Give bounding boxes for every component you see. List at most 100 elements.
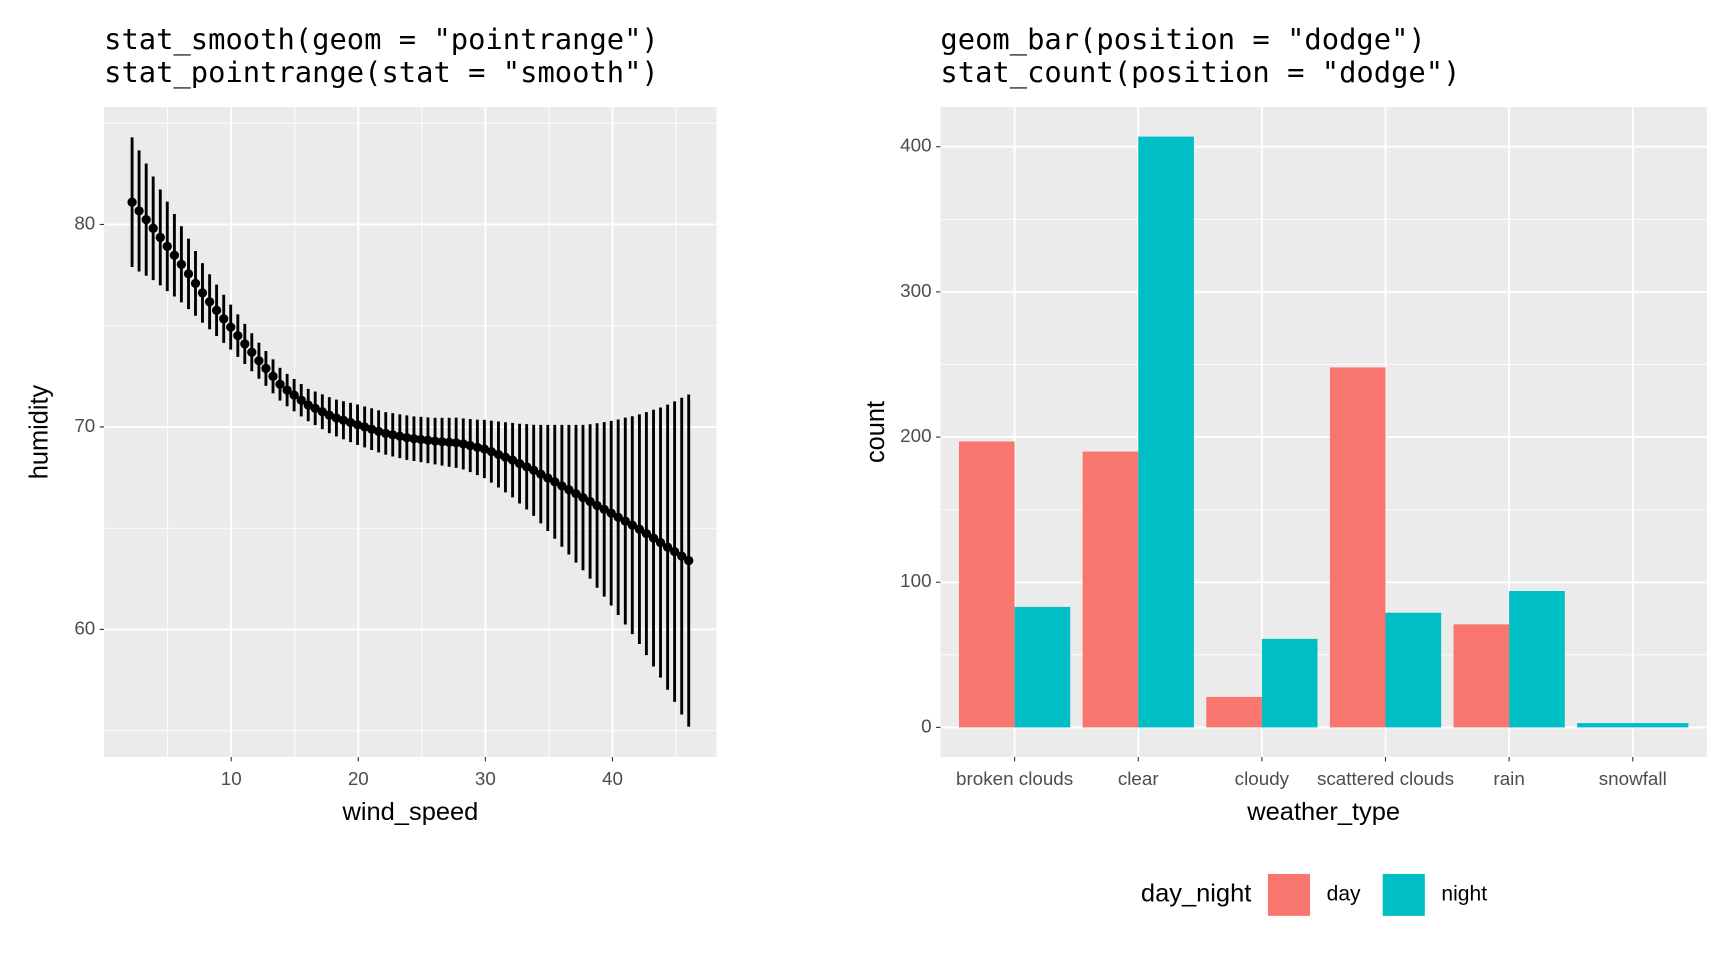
bar <box>1138 136 1194 728</box>
point <box>662 542 673 552</box>
x-tick-label: rain <box>1493 768 1524 789</box>
y-tick-label: 80 <box>74 212 95 233</box>
point <box>331 413 342 423</box>
point <box>507 455 518 465</box>
point <box>514 458 525 469</box>
point <box>352 420 363 430</box>
point <box>458 439 468 449</box>
x-axis-label: weather_type <box>1246 798 1400 826</box>
y-tick-label: 200 <box>900 425 931 446</box>
point <box>359 422 370 432</box>
point <box>634 524 645 534</box>
point <box>627 520 637 530</box>
point <box>543 473 553 483</box>
bar <box>1385 612 1442 728</box>
point <box>409 434 419 444</box>
y-tick-label: 70 <box>74 415 95 436</box>
point <box>684 555 694 566</box>
point <box>296 395 306 405</box>
bar <box>1453 624 1510 728</box>
bar <box>958 441 1015 728</box>
x-tick-label: 20 <box>348 768 369 789</box>
point <box>599 504 609 514</box>
legend-key <box>1382 873 1425 916</box>
point <box>550 477 560 487</box>
y-tick-label: 60 <box>74 617 95 638</box>
point <box>268 371 278 381</box>
point <box>571 489 581 499</box>
point <box>204 297 215 307</box>
point <box>465 440 475 451</box>
point <box>324 410 334 420</box>
point <box>176 259 187 269</box>
chart-title: stat_pointrange(stat = "smooth") <box>104 55 659 90</box>
point <box>641 529 652 539</box>
point <box>472 442 483 453</box>
chart-title: stat_smooth(geom = "pointrange") <box>104 22 659 57</box>
point <box>219 314 229 324</box>
bar <box>1082 451 1139 728</box>
point <box>183 269 194 279</box>
point <box>479 444 490 454</box>
x-tick-label: clear <box>1118 768 1159 789</box>
y-tick-label: 400 <box>900 135 931 156</box>
bar <box>1329 367 1386 728</box>
point <box>226 322 236 332</box>
chart-title: stat_count(position = "dodge") <box>940 55 1460 90</box>
point <box>254 356 264 366</box>
point <box>345 417 356 428</box>
point <box>536 469 546 479</box>
y-tick-label: 0 <box>921 715 931 736</box>
point <box>282 385 292 395</box>
point <box>423 435 433 445</box>
point <box>388 430 398 440</box>
point <box>366 424 377 434</box>
point <box>127 197 137 207</box>
point <box>416 434 426 445</box>
point <box>373 426 384 437</box>
chart-title: geom_bar(position = "dodge") <box>940 22 1425 57</box>
point <box>585 496 595 507</box>
point <box>430 436 440 446</box>
point <box>148 223 158 233</box>
point <box>169 250 180 260</box>
x-tick-label: broken clouds <box>956 768 1073 789</box>
y-axis-label: count <box>862 401 890 463</box>
point <box>338 415 349 425</box>
y-tick-label: 100 <box>900 570 931 591</box>
point <box>578 492 588 503</box>
point <box>557 481 567 491</box>
x-tick-label: cloudy <box>1235 768 1290 789</box>
bar <box>1509 590 1565 728</box>
x-tick-label: 40 <box>602 768 623 789</box>
point <box>275 379 285 389</box>
bar <box>1261 638 1318 728</box>
point <box>134 206 144 216</box>
bar <box>1206 696 1262 728</box>
point <box>197 288 208 298</box>
point <box>233 330 243 341</box>
point <box>493 449 504 460</box>
point <box>655 537 666 548</box>
point <box>437 437 447 447</box>
x-tick-label: 30 <box>475 768 496 789</box>
point <box>529 465 539 475</box>
point <box>677 551 687 561</box>
bar <box>1014 606 1071 728</box>
point <box>289 390 299 400</box>
x-tick-label: 10 <box>221 768 242 789</box>
y-tick-label: 300 <box>900 280 931 301</box>
point <box>620 516 630 526</box>
x-tick-label: scattered clouds <box>1317 768 1454 789</box>
point <box>162 241 172 251</box>
x-axis-label: wind_speed <box>341 798 478 826</box>
point <box>592 500 602 511</box>
point <box>211 305 222 315</box>
legend-title: day_night <box>1141 880 1251 908</box>
point <box>190 278 201 289</box>
point <box>155 232 165 243</box>
panel-background <box>104 107 717 757</box>
y-axis-label: humidity <box>26 384 54 479</box>
